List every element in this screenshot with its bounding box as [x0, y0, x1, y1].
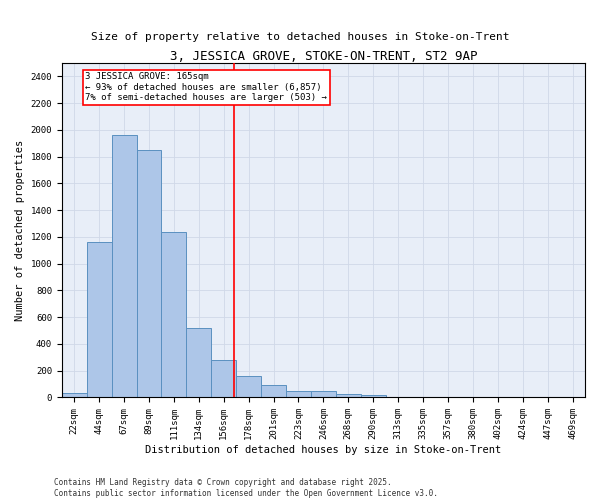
- Y-axis label: Number of detached properties: Number of detached properties: [15, 140, 25, 321]
- X-axis label: Distribution of detached houses by size in Stoke-on-Trent: Distribution of detached houses by size …: [145, 445, 502, 455]
- Bar: [112, 135, 137, 398]
- Bar: [336, 394, 361, 398]
- Bar: [211, 360, 236, 398]
- Bar: [187, 328, 211, 398]
- Title: 3, JESSICA GROVE, STOKE-ON-TRENT, ST2 9AP: 3, JESSICA GROVE, STOKE-ON-TRENT, ST2 9A…: [170, 50, 477, 63]
- Bar: [137, 150, 161, 398]
- Bar: [62, 394, 86, 398]
- Bar: [86, 242, 112, 398]
- Bar: [286, 391, 311, 398]
- Text: 3 JESSICA GROVE: 165sqm
← 93% of detached houses are smaller (6,857)
7% of semi-: 3 JESSICA GROVE: 165sqm ← 93% of detache…: [85, 72, 328, 102]
- Bar: [161, 232, 187, 398]
- Bar: [261, 385, 286, 398]
- Text: Size of property relative to detached houses in Stoke-on-Trent: Size of property relative to detached ho…: [91, 32, 509, 42]
- Text: Contains HM Land Registry data © Crown copyright and database right 2025.
Contai: Contains HM Land Registry data © Crown c…: [54, 478, 438, 498]
- Bar: [311, 392, 336, 398]
- Bar: [361, 395, 386, 398]
- Bar: [236, 376, 261, 398]
